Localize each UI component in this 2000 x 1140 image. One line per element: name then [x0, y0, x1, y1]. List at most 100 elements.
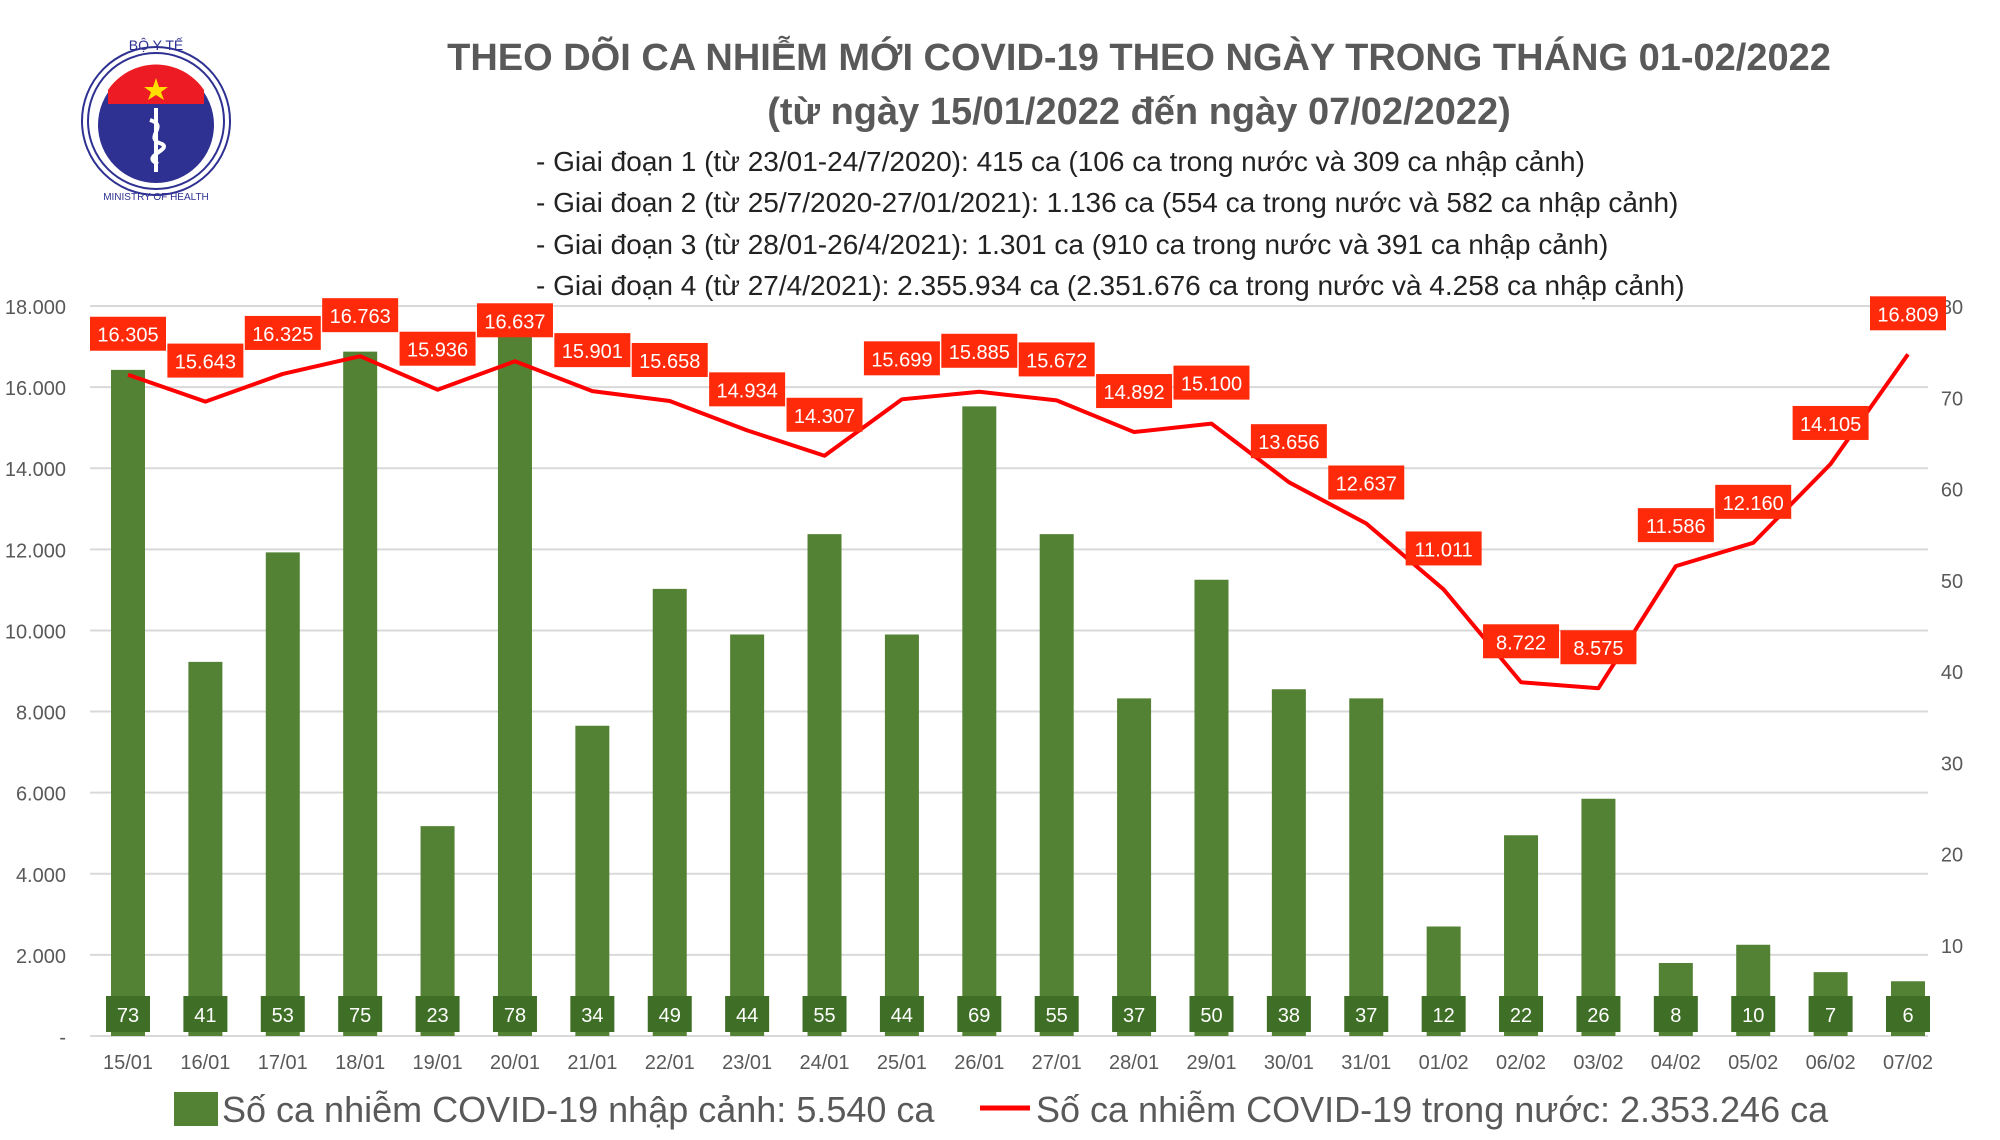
phase-4-text: - Giai đoạn 4 (từ 27/4/2021): 2.355.934 …: [536, 270, 1685, 301]
x-axis-tick: 23/01: [722, 1052, 772, 1074]
bar: [1271, 689, 1306, 1036]
line-label-box: [167, 343, 244, 378]
bar: [884, 634, 919, 1036]
x-axis-tick: 03/02: [1573, 1052, 1623, 1074]
line-value-label: 15.672: [1026, 350, 1087, 372]
bar: [575, 725, 610, 1036]
bar-label-box: [106, 996, 150, 1032]
x-axis-tick: 04/02: [1651, 1052, 1701, 1074]
bar-value-label: 34: [581, 1005, 603, 1027]
bar-label-box: [1034, 996, 1079, 1032]
line-label-box: [1870, 296, 1946, 331]
line-series: [127, 353, 1910, 691]
line-value-label: 16.325: [252, 324, 313, 346]
bar-value-label: 49: [659, 1005, 681, 1027]
bar-value-label: 26: [1587, 1005, 1609, 1027]
bar-value-label: 55: [1046, 1005, 1068, 1027]
bar-label-box: [647, 996, 692, 1032]
bar-label-box: [957, 996, 1002, 1032]
bar-label-box: [1189, 996, 1234, 1032]
bar-label-box: [1421, 996, 1466, 1032]
legend-bar-label: Số ca nhiễm COVID-19 nhập cảnh: 5.540 ca: [222, 1089, 935, 1130]
line-value-label: 8.575: [1573, 638, 1623, 660]
x-axis-tick: 02/02: [1496, 1052, 1546, 1074]
phase-2-text: - Giai đoạn 2 (từ 25/7/2020-27/01/2021):…: [536, 187, 1678, 218]
bar-label-box: [802, 996, 847, 1032]
line-label-box: [786, 397, 863, 432]
line-label-box: [476, 303, 553, 338]
x-axis-tick: 07/02: [1883, 1052, 1933, 1074]
phase-3-text: - Giai đoạn 3 (từ 28/01-26/4/2021): 1.30…: [536, 229, 1608, 260]
left-axis-tick: 2.000: [16, 946, 66, 968]
line-value-label: 16.809: [1877, 304, 1938, 326]
bar-label-box: [260, 996, 305, 1032]
logo: BỘ Y TẾ MINISTRY OF HEALTH: [81, 37, 231, 203]
line-value-label: 8.722: [1496, 632, 1546, 654]
bar: [652, 588, 687, 1036]
line-label-box: [1715, 484, 1792, 519]
legend: Số ca nhiễm COVID-19 nhập cảnh: 5.540 ca…: [174, 1089, 1829, 1130]
right-axis-tick: 70: [1941, 388, 1963, 410]
left-axis-tick: 6.000: [16, 784, 66, 806]
line-value-label: 14.307: [794, 406, 855, 428]
line-value-label: 16.305: [97, 325, 158, 347]
bar-label-box: [1731, 996, 1776, 1032]
bar-label-box: [1112, 996, 1157, 1032]
left-axis-tick: -: [59, 1027, 66, 1049]
bar-value-label: 55: [813, 1005, 835, 1027]
line-label-box: [554, 333, 631, 368]
bar-value-label: 37: [1355, 1005, 1377, 1027]
line-value-label: 15.100: [1181, 374, 1242, 396]
bar-label-box: [415, 996, 460, 1032]
bar: [111, 369, 145, 1036]
line-value-label: 15.936: [407, 340, 468, 362]
left-axis-tick: 18.000: [5, 297, 66, 319]
bar-label-box: [879, 996, 924, 1032]
line-label-box: [1018, 342, 1095, 377]
bar: [265, 552, 300, 1036]
bar: [1117, 698, 1152, 1036]
bar-label-box: [338, 996, 383, 1032]
x-axis-tick: 31/01: [1341, 1052, 1391, 1074]
right-axis-tick: 30: [1941, 753, 1963, 775]
bar: [962, 406, 997, 1036]
bar: [497, 324, 532, 1036]
x-axis-tick: 26/01: [954, 1052, 1004, 1074]
left-axis-tick: 12.000: [5, 540, 66, 562]
bar-value-label: 8: [1670, 1005, 1681, 1027]
bar-label-box: [1576, 996, 1621, 1032]
line-value-label: 15.643: [175, 352, 236, 374]
x-axis-tick: 30/01: [1264, 1052, 1314, 1074]
bar-value-label: 44: [891, 1005, 913, 1027]
line-label-box: [322, 298, 399, 333]
x-axis-tick: 29/01: [1186, 1052, 1236, 1074]
bar-value-label: 50: [1200, 1005, 1222, 1027]
bar-value-label: 53: [272, 1005, 294, 1027]
bar-value-label: 37: [1123, 1005, 1145, 1027]
bar: [188, 661, 223, 1036]
caduceus-icon: [149, 108, 166, 172]
line-value-label: 11.586: [1646, 516, 1706, 538]
chart-subtitle: (từ ngày 15/01/2022 đến ngày 07/02/2022): [767, 91, 1511, 133]
line-label-box: [863, 341, 940, 376]
line-value-label: 15.901: [562, 341, 623, 363]
line-label-box: [941, 333, 1018, 368]
x-axis-tick: 17/01: [258, 1052, 308, 1074]
left-axis-tick: 14.000: [5, 459, 66, 481]
phase-1-text: - Giai đoạn 1 (từ 23/01-24/7/2020): 415 …: [536, 146, 1585, 177]
line-label-box: [1250, 424, 1327, 459]
bar-value-label: 69: [968, 1005, 990, 1027]
left-axis-tick: 4.000: [16, 865, 66, 887]
x-axis-tick: 20/01: [490, 1052, 540, 1074]
x-axis-tick: 18/01: [335, 1052, 385, 1074]
line-label-box: [90, 316, 166, 351]
bar-value-label: 7: [1825, 1005, 1836, 1027]
chart-title: THEO DÕI CA NHIỄM MỚI COVID-19 THEO NGÀY…: [447, 35, 1831, 79]
bar-value-label: 73: [117, 1005, 139, 1027]
star-icon: [144, 78, 168, 100]
bar-label-box: [1808, 996, 1853, 1032]
line-label-box: [1173, 365, 1250, 400]
line-value-label: 12.637: [1336, 473, 1397, 495]
x-axis-tick: 16/01: [180, 1052, 230, 1074]
